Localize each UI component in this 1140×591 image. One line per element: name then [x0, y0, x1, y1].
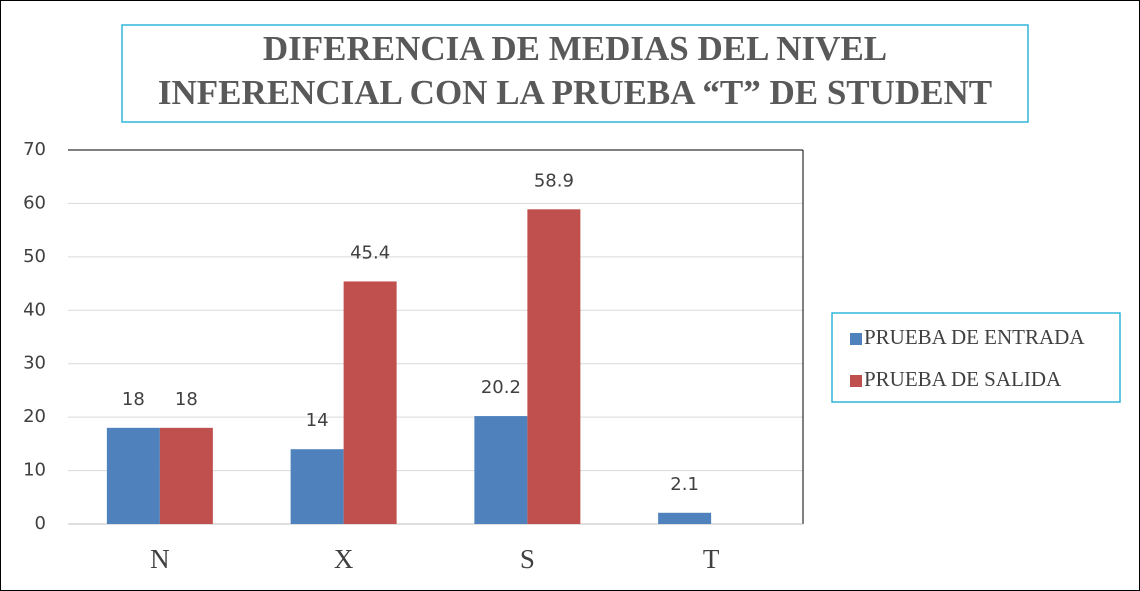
y-tick-label: 0	[35, 513, 46, 534]
x-tick-label: T	[703, 544, 720, 574]
x-tick-label: X	[334, 544, 354, 574]
legend-swatch	[850, 333, 862, 345]
y-tick-label: 70	[23, 139, 46, 160]
y-tick-label: 60	[23, 192, 46, 213]
bar	[159, 427, 213, 524]
title-box	[121, 24, 1029, 123]
x-tick-label: N	[150, 544, 170, 574]
bar	[658, 512, 712, 524]
legend-label: PRUEBA DE SALIDA	[864, 367, 1062, 391]
bar	[343, 281, 397, 524]
bar	[474, 416, 528, 524]
chart-title: INFERENCIAL CON LA PRUEBA “T” DE STUDENT	[158, 73, 992, 112]
data-label: 18	[122, 389, 145, 410]
data-label: 2.1	[670, 474, 699, 495]
y-tick-label: 50	[23, 246, 46, 267]
y-tick-label: 30	[23, 353, 46, 374]
data-label: 58.9	[534, 170, 574, 191]
bar	[290, 449, 344, 524]
legend-swatch	[850, 375, 862, 387]
chart-title: DIFERENCIA DE MEDIAS DEL NIVEL	[263, 29, 887, 68]
legend-box	[831, 312, 1121, 403]
x-tick-label: S	[520, 544, 535, 574]
bar	[527, 209, 581, 524]
y-tick-label: 10	[23, 460, 46, 481]
data-label: 14	[306, 410, 329, 431]
y-tick-label: 20	[23, 406, 46, 427]
bar	[106, 427, 160, 524]
data-label: 20.2	[481, 377, 521, 398]
data-label: 45.4	[350, 242, 390, 263]
legend-label: PRUEBA DE ENTRADA	[864, 325, 1085, 349]
y-tick-label: 40	[23, 299, 46, 320]
data-label: 18	[175, 389, 198, 410]
